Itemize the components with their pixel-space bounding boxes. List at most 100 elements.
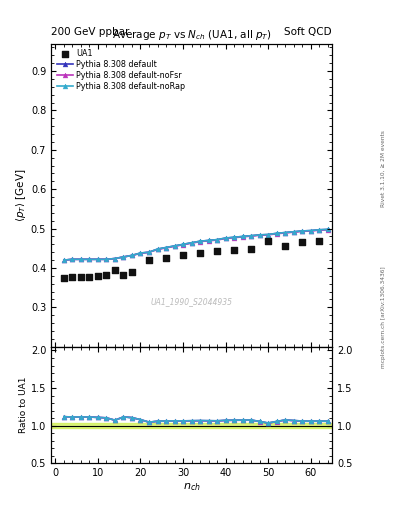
Pythia 8.308 default-noRap [300,228,305,234]
X-axis label: $n_{ch}$: $n_{ch}$ [183,481,200,493]
Pythia 8.308 default-noFsr [309,228,313,234]
Pythia 8.308 default [104,256,109,262]
Pythia 8.308 default [232,234,237,240]
Pythia 8.308 default [198,238,202,244]
Pythia 8.308 default-noRap [241,233,245,240]
Pythia 8.308 default-noFsr [325,227,330,233]
Pythia 8.308 default [274,230,279,237]
Pythia 8.308 default [181,241,185,247]
Pythia 8.308 default-noRap [172,243,177,249]
Pythia 8.308 default-noRap [121,254,126,260]
Pythia 8.308 default-noRap [95,256,100,262]
Pythia 8.308 default-noFsr [274,230,279,237]
Pythia 8.308 default [241,233,245,240]
UA1 [180,251,186,260]
Pythia 8.308 default-noRap [292,229,296,235]
Pythia 8.308 default [79,256,83,262]
Pythia 8.308 default-noRap [164,244,169,250]
UA1 [112,266,118,274]
Pythia 8.308 default-noFsr [206,238,211,244]
Pythia 8.308 default-noFsr [198,239,202,245]
Pythia 8.308 default-noRap [266,231,271,238]
Pythia 8.308 default-noRap [147,249,151,255]
Text: 200 GeV ppbar: 200 GeV ppbar [51,27,129,37]
UA1 [95,272,101,280]
Pythia 8.308 default [62,257,66,263]
Legend: UA1, Pythia 8.308 default, Pythia 8.308 default-noFsr, Pythia 8.308 default-noRa: UA1, Pythia 8.308 default, Pythia 8.308 … [55,48,187,93]
Pythia 8.308 default-noRap [206,238,211,244]
Pythia 8.308 default-noFsr [113,255,118,262]
Pythia 8.308 default [172,243,177,249]
UA1 [299,238,305,246]
UA1 [146,256,152,264]
Pythia 8.308 default-noFsr [215,237,220,243]
Pythia 8.308 default-noRap [79,256,83,262]
Text: Rivet 3.1.10, ≥ 2M events: Rivet 3.1.10, ≥ 2M events [381,131,386,207]
Pythia 8.308 default [300,228,305,234]
Pythia 8.308 default-noFsr [130,252,134,259]
Line: Pythia 8.308 default-noRap: Pythia 8.308 default-noRap [61,227,330,263]
Pythia 8.308 default-noFsr [164,245,169,251]
Pythia 8.308 default-noRap [274,230,279,237]
Pythia 8.308 default-noRap [257,232,262,238]
Pythia 8.308 default-noRap [87,256,92,262]
Pythia 8.308 default-noFsr [241,234,245,240]
Pythia 8.308 default-noFsr [249,233,253,239]
UA1 [120,270,127,279]
Pythia 8.308 default-noRap [155,246,160,252]
UA1 [197,249,203,257]
Pythia 8.308 default-noFsr [283,230,288,236]
Pythia 8.308 default-noRap [138,250,143,256]
Pythia 8.308 default-noFsr [87,256,92,262]
Pythia 8.308 default-noFsr [181,242,185,248]
Pythia 8.308 default [87,256,92,262]
Y-axis label: $\langle p_T\rangle$ [GeV]: $\langle p_T\rangle$ [GeV] [14,168,28,222]
Pythia 8.308 default [206,238,211,244]
UA1 [78,272,84,281]
Pythia 8.308 default [215,237,220,243]
Pythia 8.308 default [266,231,271,238]
UA1 [86,272,93,281]
Pythia 8.308 default [121,254,126,260]
Title: Average $p_T$ vs $N_{ch}$ (UA1, all $p_T$): Average $p_T$ vs $N_{ch}$ (UA1, all $p_T… [112,28,272,42]
Pythia 8.308 default-noFsr [300,228,305,234]
Pythia 8.308 default [138,250,143,256]
Pythia 8.308 default-noFsr [257,232,262,239]
Pythia 8.308 default-noRap [113,255,118,262]
Pythia 8.308 default-noFsr [79,256,83,262]
UA1 [214,247,220,255]
Pythia 8.308 default-noFsr [155,246,160,252]
Pythia 8.308 default [249,232,253,239]
Pythia 8.308 default [223,235,228,241]
UA1 [248,245,254,253]
Text: Soft QCD: Soft QCD [285,27,332,37]
Pythia 8.308 default-noFsr [70,256,75,262]
UA1 [163,254,169,262]
UA1 [282,242,288,250]
Pythia 8.308 default-noFsr [189,240,194,246]
UA1 [61,274,67,282]
Pythia 8.308 default-noRap [309,227,313,233]
Pythia 8.308 default-noFsr [172,243,177,249]
Pythia 8.308 default [257,232,262,238]
Text: mcplots.cern.ch [arXiv:1306.3436]: mcplots.cern.ch [arXiv:1306.3436] [381,267,386,368]
Pythia 8.308 default-noRap [232,234,237,240]
Pythia 8.308 default-noRap [317,227,322,233]
Pythia 8.308 default-noRap [181,241,185,247]
Pythia 8.308 default [189,240,194,246]
Pythia 8.308 default-noRap [215,237,220,243]
Text: UA1_1990_S2044935: UA1_1990_S2044935 [151,297,233,306]
Pythia 8.308 default-noFsr [95,256,100,262]
Pythia 8.308 default-noFsr [147,249,151,255]
Pythia 8.308 default [317,227,322,233]
Pythia 8.308 default-noRap [249,232,253,239]
Pythia 8.308 default [325,226,330,232]
Pythia 8.308 default-noFsr [104,256,109,262]
UA1 [231,246,237,254]
Line: Pythia 8.308 default: Pythia 8.308 default [61,227,330,263]
Pythia 8.308 default-noFsr [232,234,237,241]
UA1 [265,237,272,245]
Pythia 8.308 default [164,244,169,250]
Pythia 8.308 default [130,252,134,259]
Line: Pythia 8.308 default-noFsr: Pythia 8.308 default-noFsr [61,227,330,263]
